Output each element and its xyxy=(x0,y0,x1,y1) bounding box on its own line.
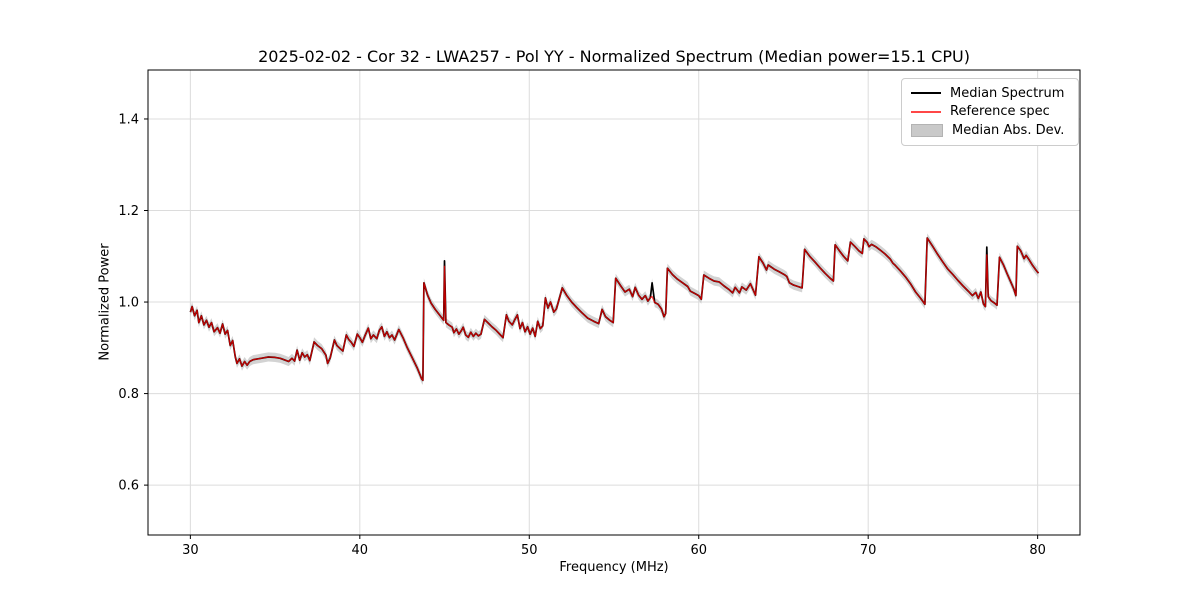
x-tick-label: 70 xyxy=(860,543,877,558)
mad-band xyxy=(190,233,1039,385)
x-tick-label: 80 xyxy=(1029,543,1046,558)
legend: Median Spectrum Reference spec Median Ab… xyxy=(901,78,1079,146)
x-tick-label: 50 xyxy=(521,543,538,558)
y-tick-label: 0.8 xyxy=(118,387,139,402)
legend-entry-reference: Reference spec xyxy=(911,105,1068,118)
y-tick-label: 1.0 xyxy=(118,296,139,311)
x-tick-label: 40 xyxy=(352,543,369,558)
x-axis-label: Frequency (MHz) xyxy=(559,560,669,575)
legend-label-mad: Median Abs. Dev. xyxy=(952,123,1065,139)
x-tick-label: 30 xyxy=(182,543,199,558)
mad-band-swatch xyxy=(911,124,943,138)
reference-line-swatch xyxy=(911,110,941,113)
y-tick-label: 1.4 xyxy=(118,112,139,127)
reference-spec-line xyxy=(189,237,1040,381)
y-tick-label: 1.2 xyxy=(118,204,139,219)
legend-label-median: Median Spectrum xyxy=(950,85,1065,101)
median-line-swatch xyxy=(911,92,941,95)
x-tick-label: 60 xyxy=(690,543,707,558)
y-axis-label: Normalized Power xyxy=(97,243,113,361)
chart-title: 2025-02-02 - Cor 32 - LWA257 - Pol YY - … xyxy=(258,47,970,66)
y-tick-label: 0.6 xyxy=(118,479,139,494)
legend-entry-median: Median Spectrum xyxy=(911,87,1068,100)
legend-entry-mad: Median Abs. Dev. xyxy=(911,123,1068,139)
legend-label-reference: Reference spec xyxy=(950,104,1050,120)
